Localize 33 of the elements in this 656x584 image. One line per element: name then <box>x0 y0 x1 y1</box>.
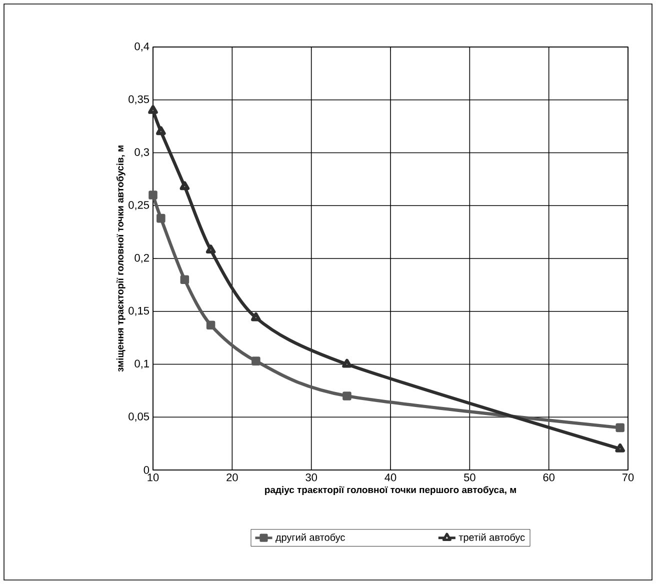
point <box>251 312 261 322</box>
y-tick-label: 0,3 <box>134 148 150 158</box>
point <box>616 423 624 432</box>
y-tick-label: 0,2 <box>134 254 149 264</box>
point <box>180 181 190 190</box>
y-tick-label: 0,05 <box>128 412 150 422</box>
x-tick-label: 20 <box>226 474 238 482</box>
point <box>615 443 625 452</box>
y-tick-label: 0,25 <box>128 201 150 210</box>
point <box>342 358 352 368</box>
point <box>156 126 166 136</box>
point <box>206 320 216 330</box>
x-tick-label: 30 <box>306 474 317 482</box>
x-tick-label: 50 <box>464 474 476 482</box>
point <box>148 190 158 200</box>
x-tick-label: 60 <box>543 474 554 482</box>
legend-label: третій автобус <box>458 533 525 543</box>
y-tick-label: 0,15 <box>128 306 150 316</box>
x-tick-label: 70 <box>622 474 634 482</box>
point <box>156 214 166 223</box>
y-tick-label: 0,1 <box>134 360 149 369</box>
y-tick-label: 0,4 <box>134 42 150 52</box>
x-axis-title: радіус траєкторії головної точки першого автобуса, м <box>265 486 516 496</box>
x-tick-label: 10 <box>148 474 159 482</box>
y-tick-label: 0 <box>144 466 150 474</box>
x-tick-label: 40 <box>384 474 396 482</box>
point <box>206 244 216 254</box>
legend-label: другий автобус <box>276 533 345 543</box>
point <box>342 392 352 400</box>
y-tick-label: 0,35 <box>128 95 150 104</box>
point <box>180 275 190 284</box>
point <box>252 356 260 366</box>
y-axis-title: зміщення траєкторії головної точки автобусів, м <box>116 146 126 372</box>
